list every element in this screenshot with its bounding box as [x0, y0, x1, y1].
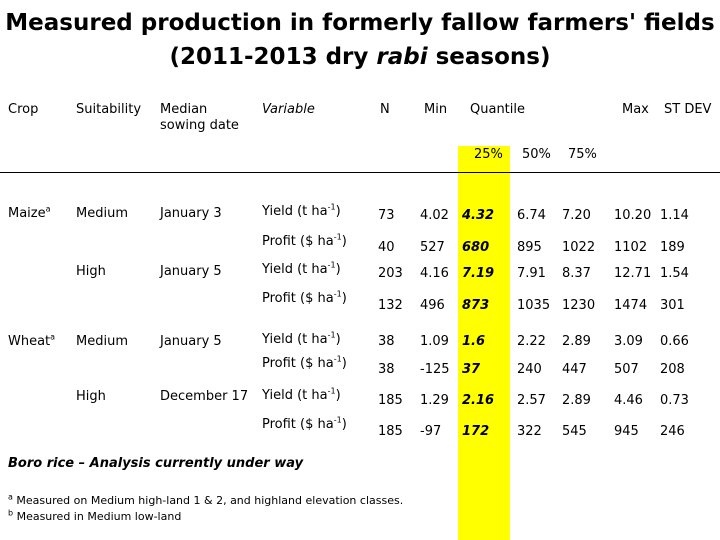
- header-max: Max: [622, 102, 649, 117]
- footnote-b: b Measured in Medium low-land: [8, 508, 182, 523]
- cell-variable: Profit ($ ha-1): [262, 354, 347, 371]
- cell-q25: 1.6: [462, 334, 486, 349]
- header-divider: [0, 172, 720, 173]
- cell-q25: 873: [462, 298, 490, 313]
- title-line-2: (2011-2013 dry rabi seasons): [169, 44, 551, 70]
- header-suitability: Suitability: [76, 102, 142, 117]
- cell-q75: 8.37: [562, 266, 591, 281]
- cell-stdev: 208: [660, 362, 685, 377]
- cell-stdev: 0.66: [660, 334, 689, 349]
- cell-n: 185: [378, 393, 403, 408]
- cell-variable: Yield (t ha-1): [262, 386, 341, 403]
- cell-q75: 7.20: [562, 208, 591, 223]
- cell-stdev: 0.73: [660, 393, 689, 408]
- cell-min: 527: [420, 240, 445, 255]
- cell-min: -97: [420, 424, 442, 439]
- cell-q25: 4.32: [462, 208, 495, 223]
- cell-max: 3.09: [614, 334, 643, 349]
- suitability-maize-medium: Medium: [76, 206, 128, 221]
- cell-q50: 7.91: [517, 266, 546, 281]
- cell-q50: 322: [517, 424, 542, 439]
- cell-q50: 1035: [517, 298, 551, 313]
- cell-stdev: 1.54: [660, 266, 689, 281]
- sowing-date-wheat-high: December 17: [160, 389, 249, 404]
- cell-stdev: 246: [660, 424, 685, 439]
- header-q25: 25%: [474, 147, 503, 162]
- footnote-a: a Measured on Medium high-land 1 & 2, an…: [8, 492, 404, 507]
- cell-variable: Profit ($ ha-1): [262, 415, 347, 432]
- suitability-wheat-high: High: [76, 389, 106, 404]
- header-q50: 50%: [522, 147, 551, 162]
- sowing-date-maize-medium: January 3: [160, 206, 222, 221]
- cell-q75: 2.89: [562, 393, 591, 408]
- cell-q50: 6.74: [517, 208, 546, 223]
- cell-q50: 895: [517, 240, 542, 255]
- cell-q75: 1230: [562, 298, 596, 313]
- cell-q75: 2.89: [562, 334, 591, 349]
- cell-stdev: 189: [660, 240, 685, 255]
- boro-note: Boro rice – Analysis currently under way: [8, 456, 304, 471]
- cell-variable: Yield (t ha-1): [262, 330, 341, 347]
- cell-q50: 2.22: [517, 334, 546, 349]
- suitability-wheat-medium: Medium: [76, 334, 128, 349]
- cell-n: 38: [378, 362, 395, 377]
- cell-n: 185: [378, 424, 403, 439]
- cell-q75: 1022: [562, 240, 596, 255]
- cell-n: 38: [378, 334, 395, 349]
- header-crop: Crop: [8, 102, 39, 117]
- cell-max: 10.20: [614, 208, 652, 223]
- cell-n: 203: [378, 266, 403, 281]
- cell-stdev: 301: [660, 298, 685, 313]
- suitability-maize-high: High: [76, 264, 106, 279]
- cell-variable: Yield (t ha-1): [262, 202, 341, 219]
- cell-variable: Yield (t ha-1): [262, 260, 341, 277]
- header-n: N: [380, 102, 390, 117]
- quantile-25-highlight: [458, 146, 510, 540]
- cell-min: 4.02: [420, 208, 449, 223]
- header-min: Min: [424, 102, 448, 117]
- cell-q50: 240: [517, 362, 542, 377]
- header-median-line-1: Median: [160, 102, 208, 117]
- header-variable: Variable: [262, 102, 315, 117]
- cell-max: 12.71: [614, 266, 652, 281]
- header-stdev: ST DEV: [664, 102, 712, 117]
- cell-min: 496: [420, 298, 445, 313]
- cell-q25: 2.16: [462, 393, 495, 408]
- cell-q75: 447: [562, 362, 587, 377]
- header-q75: 75%: [568, 147, 597, 162]
- cell-n: 132: [378, 298, 403, 313]
- header-quantile: Quantile: [470, 102, 525, 117]
- cell-max: 1102: [614, 240, 648, 255]
- cell-q25: 172: [462, 424, 490, 439]
- cell-n: 40: [378, 240, 395, 255]
- cell-q50: 2.57: [517, 393, 546, 408]
- sowing-date-wheat-medium: January 5: [160, 334, 222, 349]
- cell-variable: Profit ($ ha-1): [262, 289, 347, 306]
- cell-stdev: 1.14: [660, 208, 689, 223]
- cell-min: -125: [420, 362, 450, 377]
- crop-maize: Maizea: [8, 204, 51, 221]
- cell-q75: 545: [562, 424, 587, 439]
- cell-min: 4.16: [420, 266, 449, 281]
- title-line-1: Measured production in formerly fallow f…: [5, 10, 715, 36]
- cell-max: 945: [614, 424, 639, 439]
- header-median-line-2: sowing date: [160, 118, 239, 133]
- cell-min: 1.09: [420, 334, 449, 349]
- cell-q25: 7.19: [462, 266, 495, 281]
- page-title: Measured production in formerly fallow f…: [0, 6, 720, 74]
- cell-n: 73: [378, 208, 395, 223]
- cell-max: 4.46: [614, 393, 643, 408]
- cell-min: 1.29: [420, 393, 449, 408]
- sowing-date-maize-high: January 5: [160, 264, 222, 279]
- cell-variable: Profit ($ ha-1): [262, 232, 347, 249]
- crop-wheat: Wheata: [8, 332, 56, 349]
- cell-q25: 37: [462, 362, 481, 377]
- cell-max: 1474: [614, 298, 648, 313]
- cell-q25: 680: [462, 240, 490, 255]
- cell-max: 507: [614, 362, 639, 377]
